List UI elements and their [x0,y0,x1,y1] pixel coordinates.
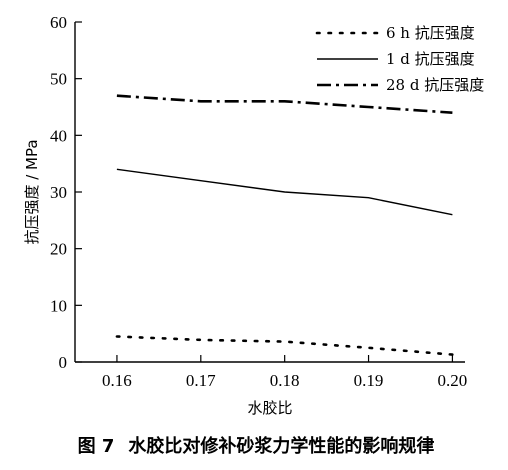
series-line-3 [116,94,453,114]
x-tick-label: 0.18 [270,371,300,390]
y-tick-label: 40 [50,126,67,145]
legend-label-1: 6 h 抗压强度 [386,24,475,42]
x-tick-label: 0.19 [354,371,384,390]
figure-caption: 图 7 水胶比对修补砂浆力学性能的影响规律 [78,435,435,457]
legend-label-3: 28 d 抗压强度 [386,76,484,94]
x-tick-label: 0.16 [102,371,132,390]
series-line-2 [116,168,453,216]
legend: 6 h 抗压强度 1 d 抗压强度 28 d 抗压强度 [315,24,484,94]
y-axis-title: 抗压强度 / MPa [23,139,41,244]
figure-caption-text: 水胶比对修补砂浆力学性能的影响规律 [128,435,434,457]
plot-area [74,22,465,363]
x-axis-title: 水胶比 [247,399,292,417]
series-line-1 [115,335,454,356]
x-ticks: 0.16 0.17 0.18 0.19 0.20 [102,355,467,390]
y-tick-label: 50 [50,70,67,89]
x-tick-label: 0.17 [186,371,216,390]
y-tick-label: 0 [59,353,68,372]
series-layer [115,94,454,356]
x-tick-label: 0.20 [438,371,468,390]
y-tick-label: 20 [50,240,67,259]
y-tick-label: 30 [50,183,67,202]
legend-label-2: 1 d 抗压强度 [386,50,475,68]
y-tick-label: 10 [50,296,67,315]
figure-number: 图 7 [78,436,115,457]
y-ticks: 0 10 20 30 40 50 60 [50,13,82,372]
y-tick-label: 60 [50,13,67,32]
